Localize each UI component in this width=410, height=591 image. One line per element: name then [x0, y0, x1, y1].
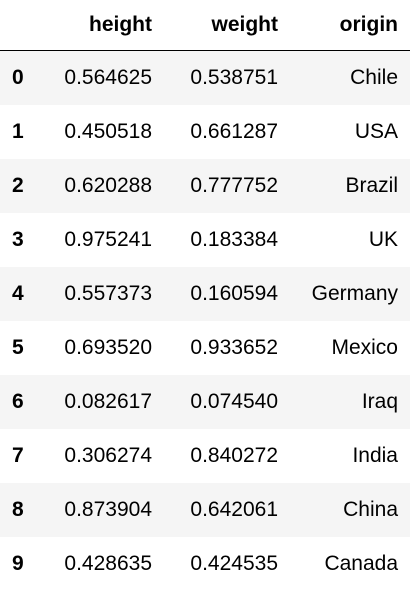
cell-weight: 0.777752	[190, 173, 278, 197]
table-body: 0 0.564625 0.538751 Chile 1 0.450518 0.661287 U…	[0, 50, 410, 591]
cell-weight: 0.933652	[190, 335, 278, 359]
cell-origin: UK	[368, 227, 398, 251]
header-row: height weight origin	[0, 0, 410, 51]
row-index: 6	[12, 389, 24, 413]
column-header-height: height	[42, 0, 164, 51]
cell-weight: 0.074540	[190, 389, 278, 413]
table-header: height weight origin	[0, 0, 410, 51]
row-index: 4	[12, 281, 24, 305]
table-row: 9 0.428635 0.424535 Canada	[0, 536, 410, 591]
cell-height: 0.693520	[64, 335, 152, 359]
cell-origin: USA	[354, 119, 398, 143]
cell-height: 0.620288	[64, 173, 152, 197]
cell-weight: 0.661287	[190, 119, 278, 143]
table-row: 4 0.557373 0.160594 Germany	[0, 266, 410, 321]
cell-origin: Canada	[324, 551, 398, 575]
table-row: 3 0.975241 0.183384 UK	[0, 212, 410, 267]
index-header	[0, 0, 42, 51]
cell-height: 0.975241	[64, 227, 152, 251]
cell-origin: China	[343, 497, 398, 521]
cell-origin: Mexico	[331, 335, 398, 359]
cell-origin: India	[352, 443, 398, 467]
table-row: 1 0.450518 0.661287 USA	[0, 104, 410, 159]
table-row: 8 0.873904 0.642061 China	[0, 482, 410, 537]
cell-height: 0.306274	[64, 443, 152, 467]
cell-origin: Brazil	[345, 173, 398, 197]
table-row: 2 0.620288 0.777752 Brazil	[0, 158, 410, 213]
cell-weight: 0.183384	[190, 227, 278, 251]
table-row: 5 0.693520 0.933652 Mexico	[0, 320, 410, 375]
table-row: 0 0.564625 0.538751 Chile	[0, 50, 410, 105]
cell-height: 0.428635	[64, 551, 152, 575]
cell-weight: 0.538751	[190, 65, 278, 89]
cell-origin: Germany	[311, 281, 398, 305]
cell-height: 0.082617	[64, 389, 152, 413]
row-index: 0	[12, 65, 24, 89]
table-row: 6 0.082617 0.074540 Iraq	[0, 374, 410, 429]
cell-weight: 0.642061	[190, 497, 278, 521]
row-index: 3	[12, 227, 24, 251]
cell-weight: 0.840272	[190, 443, 278, 467]
row-index: 7	[12, 443, 24, 467]
row-index: 8	[12, 497, 24, 521]
row-index: 1	[12, 119, 24, 143]
cell-origin: Iraq	[361, 389, 398, 413]
cell-height: 0.557373	[64, 281, 152, 305]
cell-weight: 0.160594	[190, 281, 278, 305]
cell-height: 0.450518	[64, 119, 152, 143]
row-index: 5	[12, 335, 24, 359]
cell-origin: Chile	[350, 65, 398, 89]
cell-weight: 0.424535	[190, 551, 278, 575]
cell-height: 0.873904	[64, 497, 152, 521]
column-header-origin: origin	[290, 0, 410, 51]
row-index: 9	[12, 551, 24, 575]
column-header-weight: weight	[164, 0, 290, 51]
row-index: 2	[12, 173, 24, 197]
table-row: 7 0.306274 0.840272 India	[0, 428, 410, 483]
cell-height: 0.564625	[64, 65, 152, 89]
